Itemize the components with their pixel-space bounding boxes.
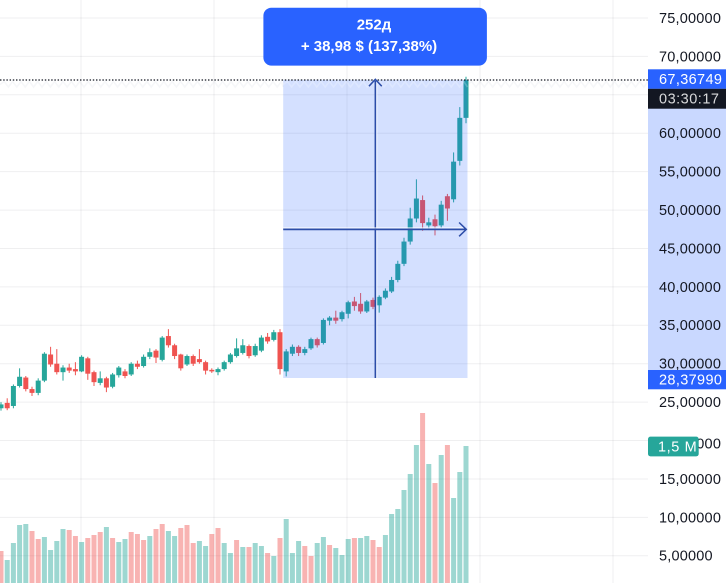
svg-text:28,37990: 28,37990 <box>659 372 722 388</box>
svg-text:55,00000: 55,00000 <box>659 165 721 181</box>
svg-text:50,00000: 50,00000 <box>659 203 721 219</box>
svg-text:40,00000: 40,00000 <box>659 280 721 296</box>
svg-text:25,00000: 25,00000 <box>659 395 721 411</box>
svg-text:5,00000: 5,00000 <box>659 549 713 565</box>
svg-text:1,5 M: 1,5 M <box>658 439 697 455</box>
svg-text:30,00000: 30,00000 <box>659 357 721 373</box>
svg-text:03:30:17: 03:30:17 <box>659 92 719 108</box>
svg-text:45,00000: 45,00000 <box>659 241 721 257</box>
svg-text:10,00000: 10,00000 <box>659 510 721 526</box>
svg-text:+ 38,98 $ (137,38%): + 38,98 $ (137,38%) <box>301 38 437 55</box>
svg-text:35,00000: 35,00000 <box>659 318 721 334</box>
svg-text:75,00000: 75,00000 <box>659 11 721 27</box>
svg-text:252д: 252д <box>357 17 392 34</box>
svg-text:70,00000: 70,00000 <box>659 49 721 65</box>
svg-text:60,00000: 60,00000 <box>659 126 721 142</box>
svg-text:15,00000: 15,00000 <box>659 472 721 488</box>
svg-text:67,36749: 67,36749 <box>659 72 722 88</box>
